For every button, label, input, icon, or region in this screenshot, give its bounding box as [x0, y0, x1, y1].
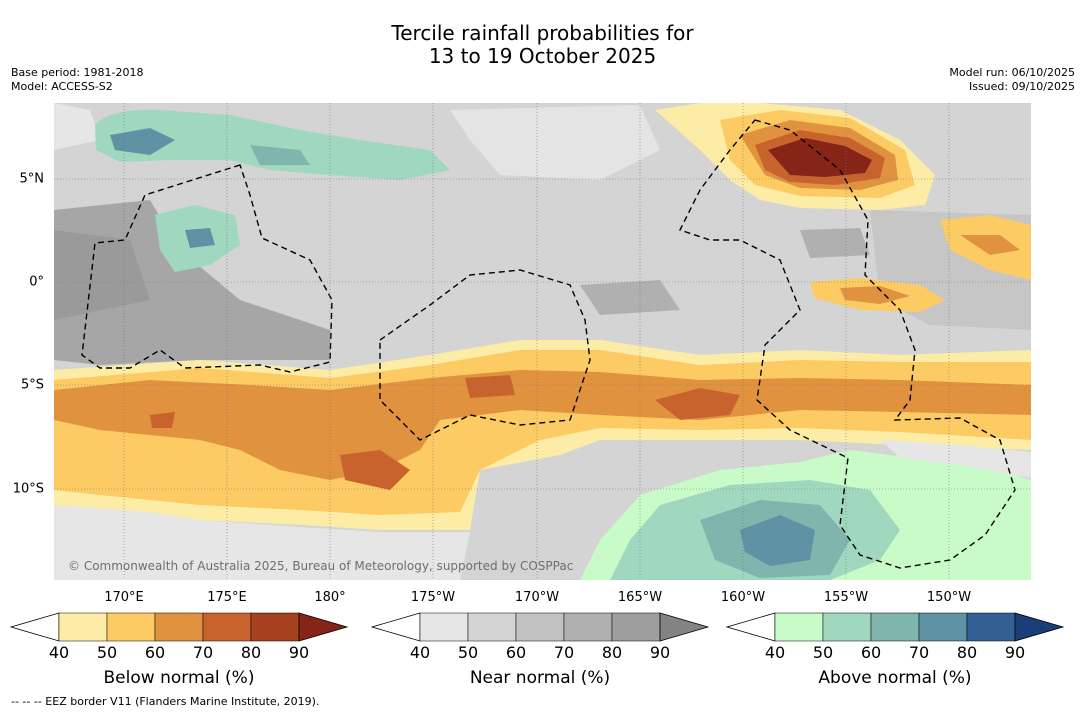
below-normal-70-c [655, 388, 740, 420]
lat-label-equator: 0° [29, 274, 44, 290]
colorbar-1-tick-4: 80 [601, 643, 623, 662]
colorbar-0-low-extension [9, 612, 60, 642]
colorbar-2-segment-0 [774, 612, 824, 642]
title-line-1: Tercile rainfall probabilities for [391, 21, 694, 45]
below-normal-equator-core [840, 286, 910, 304]
gridlines [54, 103, 1031, 580]
eez-border-central [379, 269, 591, 441]
colorbar-2-segment-3 [918, 612, 968, 642]
colorbar-1-segment-2 [515, 612, 565, 642]
above-normal-nw-band [95, 109, 450, 180]
near-normal-light-north [450, 105, 660, 180]
colorbar-1-low-extension [370, 612, 421, 642]
colorbar-0-tick-2: 60 [144, 643, 166, 662]
colorbar-2-low-extension [725, 612, 776, 642]
near-normal-se-light [880, 440, 1031, 478]
meta-left: Base period: 1981-2018 Model: ACCESS-S2 [11, 66, 143, 94]
colorbar-1-tick-5: 90 [649, 643, 671, 662]
lon-label-160w: 160°W [720, 590, 766, 605]
map-title: Tercile rainfall probabilities for 13 to… [0, 22, 1085, 68]
eez-borders [81, 119, 1016, 569]
above-normal-west-core [185, 228, 215, 248]
below-normal-70-a [340, 450, 410, 490]
colorbar-2-tick-1: 50 [812, 643, 834, 662]
colorbar-0-segment-4 [250, 612, 300, 642]
colorbar-1-tick-2: 60 [505, 643, 527, 662]
lon-label-170w: 170°W [514, 590, 560, 605]
colorbar-2-tick-5: 90 [1004, 643, 1026, 662]
colorbar-0-segment-0 [58, 612, 108, 642]
lon-label-165w: 165°W [617, 590, 663, 605]
colorbar-0-title: Below normal (%) [103, 668, 255, 688]
near-normal-south-mid [470, 455, 680, 580]
below-normal-east-core [960, 235, 1020, 255]
near-normal-western-peak [54, 230, 150, 320]
above-normal-se-70 [740, 515, 815, 566]
colorbar-2-high-extension [1014, 612, 1065, 642]
colorbar-0-tick-4: 80 [240, 643, 262, 662]
colorbar-2-title: Above normal (%) [818, 668, 972, 688]
colorbar-1-tick-0: 40 [409, 643, 431, 662]
model-name: Model: ACCESS-S2 [11, 80, 113, 93]
colorbar-1-tick-1: 50 [457, 643, 479, 662]
eez-footnote: -- -- -- EEZ border V11 (Flanders Marine… [11, 695, 320, 708]
lon-label-175e: 175°E [207, 590, 247, 605]
model-run: Model run: 06/10/2025 [949, 66, 1075, 79]
colorbar-1-title: Near normal (%) [469, 668, 611, 688]
below-normal-70-b [465, 375, 515, 398]
colorbar-2-tick-3: 70 [908, 643, 930, 662]
colorbar-1-high-extension [659, 612, 710, 642]
colorbar-1-tick-3: 70 [553, 643, 575, 662]
colorbar-1-segment-4 [611, 612, 661, 642]
colorbar-0-tick-0: 40 [48, 643, 70, 662]
colorbars [9, 612, 1065, 642]
above-normal-nw-core [110, 128, 175, 155]
lat-label-5n: 5°N [19, 171, 45, 187]
colorbar-0-segment-3 [202, 612, 252, 642]
base-period: Base period: 1981-2018 [11, 66, 144, 79]
colorbar-1-segment-0 [419, 612, 469, 642]
lat-label-5s: 5°S [20, 377, 44, 393]
colorbar-2-tick-4: 80 [956, 643, 978, 662]
eez-border-west [81, 164, 333, 373]
issued-date: Issued: 09/10/2025 [968, 80, 1075, 93]
colorbar-1-segment-3 [563, 612, 613, 642]
below-normal-70-d [150, 412, 175, 428]
colorbar-0-tick-5: 90 [288, 643, 310, 662]
meta-right: Model run: 06/10/2025 Issued: 09/10/2025 [949, 66, 1075, 94]
lon-label-170e: 170°E [104, 590, 144, 605]
eez-border-east [679, 119, 1016, 569]
colorbar-1-segment-1 [467, 612, 517, 642]
title-line-2: 13 to 19 October 2025 [428, 44, 657, 68]
copyright-notice: © Commonwealth of Australia 2025, Bureau… [68, 559, 574, 573]
lon-label-150w: 150°W [926, 590, 972, 605]
near-normal-central-patch [580, 280, 680, 315]
colorbar-0-segment-2 [154, 612, 204, 642]
lon-label-180: 180° [314, 590, 346, 605]
lon-label-155w: 155°W [823, 590, 869, 605]
colorbar-2-segment-4 [966, 612, 1016, 642]
colorbar-2-tick-0: 40 [764, 643, 786, 662]
colorbar-0-tick-1: 50 [96, 643, 118, 662]
lon-label-175w: 175°W [410, 590, 456, 605]
near-normal-south-light [54, 505, 470, 580]
below-normal-ne-90 [768, 138, 872, 177]
near-normal-light-nw [54, 103, 100, 150]
colorbar-0-segment-1 [106, 612, 156, 642]
near-normal-east-patch [800, 228, 870, 258]
below-normal-60 [54, 370, 1031, 480]
colorbar-2-segment-1 [822, 612, 872, 642]
colorbar-2-segment-2 [870, 612, 920, 642]
map-field [54, 103, 1031, 580]
colorbar-0-tick-3: 70 [192, 643, 214, 662]
colorbar-2-tick-2: 60 [860, 643, 882, 662]
colorbar-0-high-extension [298, 612, 349, 642]
above-normal-nw-core-2 [250, 145, 310, 165]
lat-label-10s: 10°S [12, 481, 44, 497]
